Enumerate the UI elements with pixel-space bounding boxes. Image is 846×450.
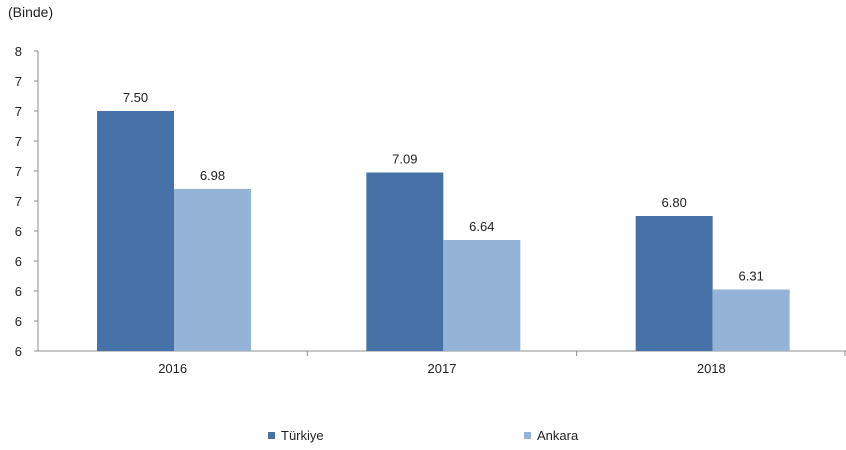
y-tick-label: 6 xyxy=(15,314,22,329)
y-tick-label: 6 xyxy=(15,224,22,239)
legend: Türkiye Ankara xyxy=(0,428,846,446)
x-tick-label: 2016 xyxy=(158,361,187,376)
bar-2018-0 xyxy=(635,216,713,351)
data-label: 6.31 xyxy=(739,269,764,284)
unit-label: (Binde) xyxy=(8,4,54,20)
bar-2017-0 xyxy=(366,172,444,351)
y-tick-label: 7 xyxy=(15,164,22,179)
legend-swatch-ankara xyxy=(524,432,531,439)
data-label: 6.64 xyxy=(469,219,494,234)
y-tick-label: 7 xyxy=(15,104,22,119)
y-tick-label: 6 xyxy=(15,344,22,359)
x-tick-label: 2017 xyxy=(428,361,457,376)
bar-chart: 6 6 6 6 6 7 7 7 7 7 8 7.50 6.98 2016 7.09 6.64 2017 6.80 6… xyxy=(15,44,846,376)
y-tick-label: 6 xyxy=(15,284,22,299)
data-label: 7.50 xyxy=(123,90,148,105)
legend-label-turkiye: Türkiye xyxy=(281,428,324,443)
legend-swatch-turkiye xyxy=(268,432,275,439)
y-tick-label: 7 xyxy=(15,194,22,209)
y-tick-label: 8 xyxy=(15,44,22,59)
legend-item-ankara: Ankara xyxy=(524,428,578,443)
bar-2016-0 xyxy=(97,111,174,351)
legend-label-ankara: Ankara xyxy=(537,428,579,443)
legend-item-turkiye: Türkiye xyxy=(268,428,324,443)
data-label: 7.09 xyxy=(392,152,417,167)
data-label: 6.80 xyxy=(662,195,687,210)
y-tick-label: 7 xyxy=(15,134,22,149)
x-tick-label: 2018 xyxy=(697,361,726,376)
y-tick-label: 7 xyxy=(15,74,22,89)
y-tick-label: 6 xyxy=(15,254,22,269)
bar-2017-1 xyxy=(443,240,521,351)
bar-2018-1 xyxy=(712,289,790,351)
data-label: 6.98 xyxy=(200,168,225,183)
bar-2016-1 xyxy=(174,189,251,351)
